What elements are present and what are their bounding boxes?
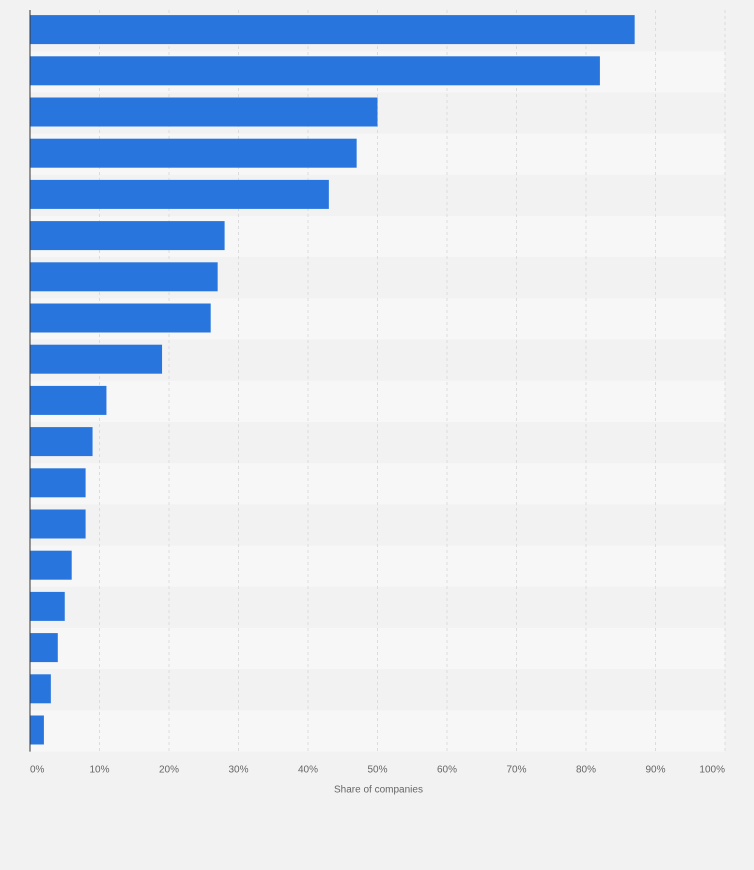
x-tick-label: 40% [298, 765, 318, 776]
bar [30, 15, 635, 45]
bar [30, 385, 107, 415]
x-axis-title: Share of companies [334, 785, 423, 796]
x-tick-label: 60% [437, 765, 457, 776]
bar [30, 262, 218, 292]
x-tick-label: 80% [576, 765, 596, 776]
bar [30, 138, 357, 168]
bar [30, 468, 86, 498]
x-tick-label: 70% [506, 765, 526, 776]
bar [30, 344, 163, 374]
bar [30, 715, 44, 745]
x-tick-label: 50% [367, 765, 387, 776]
bar [30, 674, 51, 704]
x-tick-label: 20% [159, 765, 179, 776]
gridlines [99, 10, 726, 752]
x-tick-label: 90% [645, 765, 665, 776]
bar [30, 97, 378, 127]
bar [30, 427, 93, 457]
bar [30, 179, 329, 209]
bar [30, 591, 65, 621]
bar [30, 550, 72, 580]
bar [30, 56, 600, 86]
x-tick-label: 100% [699, 765, 725, 776]
x-tick-label: 10% [89, 765, 109, 776]
x-tick-label: 0% [30, 765, 45, 776]
x-tick-labels: 0% 10% 20% 30% 40% 50% 60% 70% 80% 90% 100% [30, 765, 725, 776]
bars [30, 15, 635, 745]
bar [30, 303, 211, 333]
bar [30, 633, 58, 663]
bar [30, 221, 225, 251]
bar [30, 509, 86, 539]
x-tick-label: 30% [228, 765, 248, 776]
